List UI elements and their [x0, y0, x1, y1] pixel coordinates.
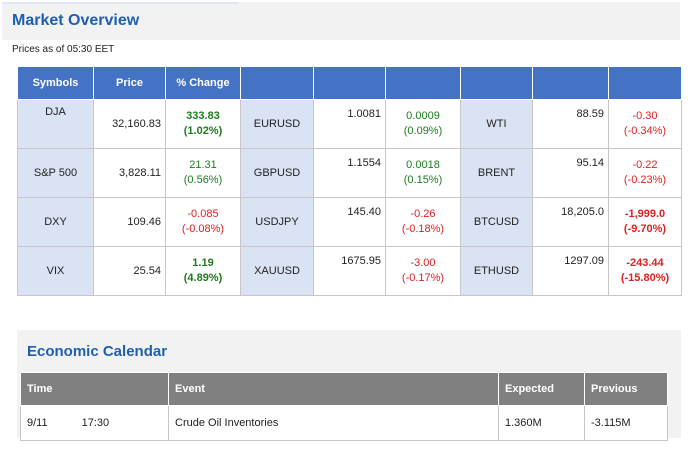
price-cell: 1675.95 [313, 246, 386, 296]
header-accent-bar [2, 2, 238, 4]
change-cell: -243.44 (-15.80%) [608, 246, 682, 296]
table-row: S&P 500 3,828.11 21.31 (0.56%) GBPUSD 1.1… [17, 148, 682, 198]
price-cell: 145.40 [313, 197, 386, 247]
prices-as-of: Prices as of 05:30 EET [12, 44, 115, 55]
price-cell: 88.59 [532, 99, 609, 149]
symbol-cell[interactable]: WTI [460, 99, 533, 149]
header-price[interactable]: Price [93, 66, 166, 100]
header-blank-8 [532, 66, 609, 100]
price-cell: 95.14 [532, 148, 609, 198]
price-cell: 25.54 [93, 246, 166, 296]
price-cell: 32,160.83 [93, 99, 166, 149]
economic-calendar-panel: Economic Calendar Time Event Expected Pr… [17, 330, 681, 441]
table-row: DXY 109.46 -0.085 (-0.08%) USDJPY 145.40 … [17, 197, 682, 247]
header-event[interactable]: Event [168, 372, 499, 406]
calendar-expected-cell: 1.360M [498, 405, 585, 441]
symbol-cell[interactable]: BRENT [460, 148, 533, 198]
change-cell: 0.0018 (0.15%) [385, 148, 461, 198]
change-cell: 333.83 (1.02%) [165, 99, 241, 149]
change-cell: -3.00 (-0.17%) [385, 246, 461, 296]
calendar-time-cell: 9/11 17:30 [20, 405, 169, 441]
market-overview-title: Market Overview [12, 12, 140, 29]
symbol-cell[interactable]: DJA [17, 99, 94, 149]
change-cell: 1.19 (4.89%) [165, 246, 241, 296]
calendar-table: Time Event Expected Previous 9/11 17:30 C… [20, 372, 668, 441]
header-blank-5 [313, 66, 386, 100]
price-cell: 1297.09 [532, 246, 609, 296]
calendar-header-row: Time Event Expected Previous [20, 372, 668, 406]
calendar-row[interactable]: 9/11 17:30 Crude Oil Inventories 1.360M -… [20, 405, 668, 441]
price-cell: 109.46 [93, 197, 166, 247]
symbol-cell[interactable]: VIX [17, 246, 94, 296]
change-cell: 21.31 (0.56%) [165, 148, 241, 198]
change-cell: -0.085 (-0.08%) [165, 197, 241, 247]
symbol-cell[interactable]: BTCUSD [460, 197, 533, 247]
header-blank-4 [240, 66, 314, 100]
market-header-row: Symbols Price % Change [17, 66, 682, 100]
header-symbols[interactable]: Symbols [17, 66, 94, 100]
header-time[interactable]: Time [20, 372, 169, 406]
symbol-cell[interactable]: GBPUSD [240, 148, 314, 198]
symbol-cell[interactable]: ETHUSD [460, 246, 533, 296]
change-cell: -0.30 (-0.34%) [608, 99, 682, 149]
change-cell: -0.22 (-0.23%) [608, 148, 682, 198]
symbol-cell[interactable]: XAUUSD [240, 246, 314, 296]
calendar-previous-cell: -3.115M [584, 405, 668, 441]
header-previous[interactable]: Previous [584, 372, 668, 406]
header-blank-7 [460, 66, 533, 100]
symbol-cell[interactable]: EURUSD [240, 99, 314, 149]
symbol-cell[interactable]: S&P 500 [17, 148, 94, 198]
symbol-cell[interactable]: DXY [17, 197, 94, 247]
table-row: DJA 32,160.83 333.83 (1.02%) EURUSD 1.008… [17, 99, 682, 149]
change-cell: 0.0009 (0.09%) [385, 99, 461, 149]
market-table: Symbols Price % Change DJA 32,160.83 333… [17, 66, 682, 296]
header-blank-6 [385, 66, 461, 100]
price-cell: 1.0081 [313, 99, 386, 149]
header-blank-9 [608, 66, 682, 100]
change-cell: -0.26 (-0.18%) [385, 197, 461, 247]
header-change[interactable]: % Change [165, 66, 241, 100]
calendar-event-cell: Crude Oil Inventories [168, 405, 499, 441]
symbol-cell[interactable]: USDJPY [240, 197, 314, 247]
header-expected[interactable]: Expected [498, 372, 585, 406]
economic-calendar-title: Economic Calendar [27, 343, 168, 360]
change-cell: -1,999.0 (-9.70%) [608, 197, 682, 247]
market-overview-header: Market Overview [2, 2, 680, 40]
table-row: VIX 25.54 1.19 (4.89%) XAUUSD 1675.95 -3.… [17, 246, 682, 296]
price-cell: 3,828.11 [93, 148, 166, 198]
price-cell: 1.1554 [313, 148, 386, 198]
price-cell: 18,205.0 [532, 197, 609, 247]
